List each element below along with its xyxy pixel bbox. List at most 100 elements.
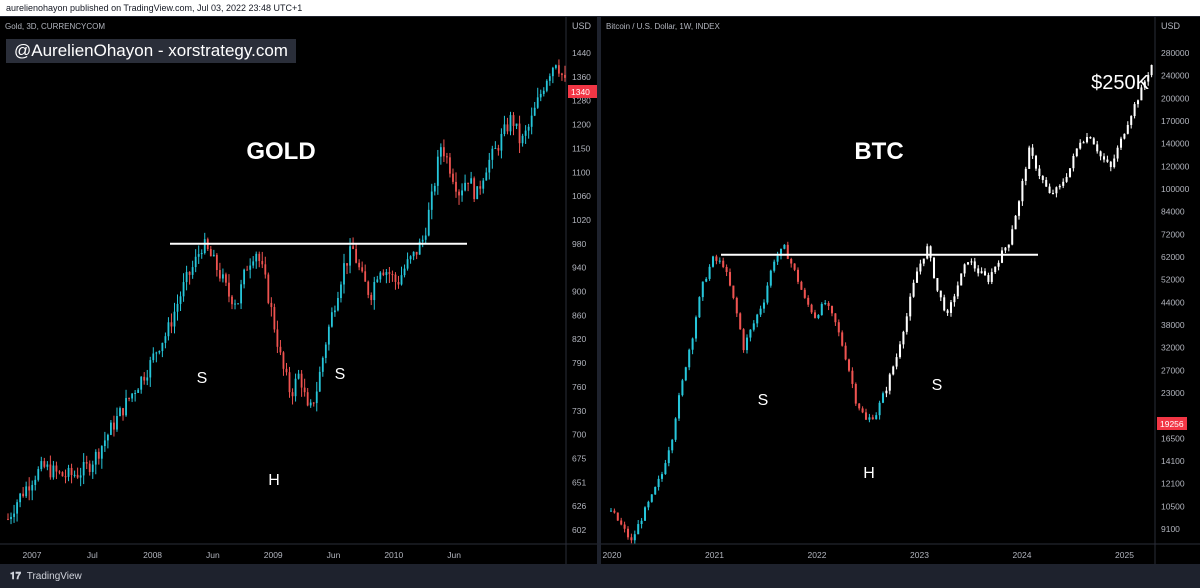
candle <box>715 256 718 261</box>
candle <box>800 281 803 290</box>
candle <box>222 274 224 279</box>
candle <box>936 278 939 291</box>
tradingview-logo-icon[interactable]: 𝟏𝟕 <box>10 571 22 582</box>
candle <box>37 469 40 480</box>
candle <box>691 338 694 350</box>
candle <box>551 67 554 77</box>
candle <box>415 251 418 255</box>
pattern-label-head: H <box>863 465 875 482</box>
candle <box>620 520 623 525</box>
candle <box>915 271 919 283</box>
candle <box>919 263 922 272</box>
chart-title: GOLD <box>246 138 315 165</box>
candle <box>82 462 85 476</box>
btc-chart-panel[interactable]: Bitcoin / U.S. Dollar, 1W, INDEX USD 28000… <box>601 17 1200 564</box>
candle <box>854 383 857 404</box>
candle <box>122 408 124 416</box>
candle <box>647 501 650 508</box>
target-label: $250K <box>1091 72 1149 94</box>
candle <box>140 376 143 390</box>
candle <box>524 130 527 136</box>
candle <box>977 268 980 274</box>
candle <box>609 510 613 512</box>
candle <box>134 392 137 394</box>
candle <box>861 408 864 413</box>
candle <box>67 467 70 477</box>
candle <box>536 97 539 108</box>
candle <box>125 397 127 416</box>
candle <box>1062 181 1065 186</box>
candle <box>530 115 533 127</box>
candle <box>739 313 742 330</box>
candle <box>467 182 470 184</box>
candle <box>58 471 61 473</box>
candle <box>970 261 973 263</box>
x-tick-label: Jul <box>87 550 98 560</box>
candle <box>491 148 494 160</box>
y-tick-label: 1150 <box>572 143 591 153</box>
y-tick-label: 1200 <box>572 120 591 130</box>
y-tick-label: 675 <box>572 453 586 463</box>
candle <box>1133 104 1136 117</box>
candle <box>1028 147 1031 169</box>
candle <box>694 317 698 339</box>
candle <box>436 156 439 186</box>
last-price-tag <box>1157 417 1187 430</box>
candle <box>820 303 823 315</box>
axis-unit-label: USD <box>572 21 592 31</box>
candle <box>352 246 354 249</box>
candle <box>796 269 800 282</box>
symbol-label: Gold, 3D, CURRENCYCOM <box>5 22 105 31</box>
candle <box>464 182 466 191</box>
candle <box>684 367 687 381</box>
candle <box>143 376 146 381</box>
candle <box>613 510 616 513</box>
candle <box>85 462 88 464</box>
y-tick-label: 1020 <box>572 215 591 225</box>
candle <box>548 76 551 81</box>
btc-chart[interactable]: Bitcoin / U.S. Dollar, 1W, INDEX USD 28000… <box>601 17 1200 564</box>
gold-chart[interactable]: Gold, 3D, CURRENCYCOM USD 1440 1360 1280 1200… <box>0 17 597 564</box>
y-tick-label: 38000 <box>1161 320 1185 330</box>
candle <box>922 258 925 264</box>
y-tick-label: 602 <box>572 525 586 535</box>
candle <box>91 464 94 472</box>
y-tick-label: 651 <box>572 477 586 487</box>
gold-chart-panel[interactable]: Gold, 3D, CURRENCYCOM USD 1440 1360 1280 1200… <box>0 17 597 564</box>
candle <box>790 258 793 264</box>
candle <box>698 297 701 318</box>
footer-brand[interactable]: TradingView <box>26 571 82 582</box>
candle <box>983 271 987 276</box>
candle <box>449 157 451 174</box>
candle <box>834 313 837 323</box>
candle <box>637 524 640 535</box>
candle <box>409 256 412 260</box>
candle <box>294 378 297 397</box>
candle <box>851 370 854 384</box>
candle <box>446 156 448 158</box>
candle <box>837 322 840 333</box>
candle <box>406 259 409 269</box>
candle <box>303 387 306 393</box>
y-tick-label: 700 <box>572 430 586 440</box>
candle <box>926 246 929 259</box>
y-tick-label: 760 <box>572 382 586 392</box>
candle <box>19 493 22 503</box>
candle <box>231 296 233 305</box>
pattern-label-left-shoulder: S <box>758 392 769 409</box>
candle <box>1089 137 1092 139</box>
candle <box>824 303 827 305</box>
candle <box>97 451 100 459</box>
candle <box>182 282 185 297</box>
candle <box>494 148 497 150</box>
candle <box>786 244 789 259</box>
candle <box>146 377 149 381</box>
candle <box>394 274 397 282</box>
candle <box>228 282 230 297</box>
candle <box>1147 75 1150 82</box>
candle <box>732 285 735 298</box>
candle <box>527 126 530 131</box>
candle <box>16 502 18 514</box>
y-tick-label: 1280 <box>572 96 591 106</box>
candle <box>905 316 908 332</box>
